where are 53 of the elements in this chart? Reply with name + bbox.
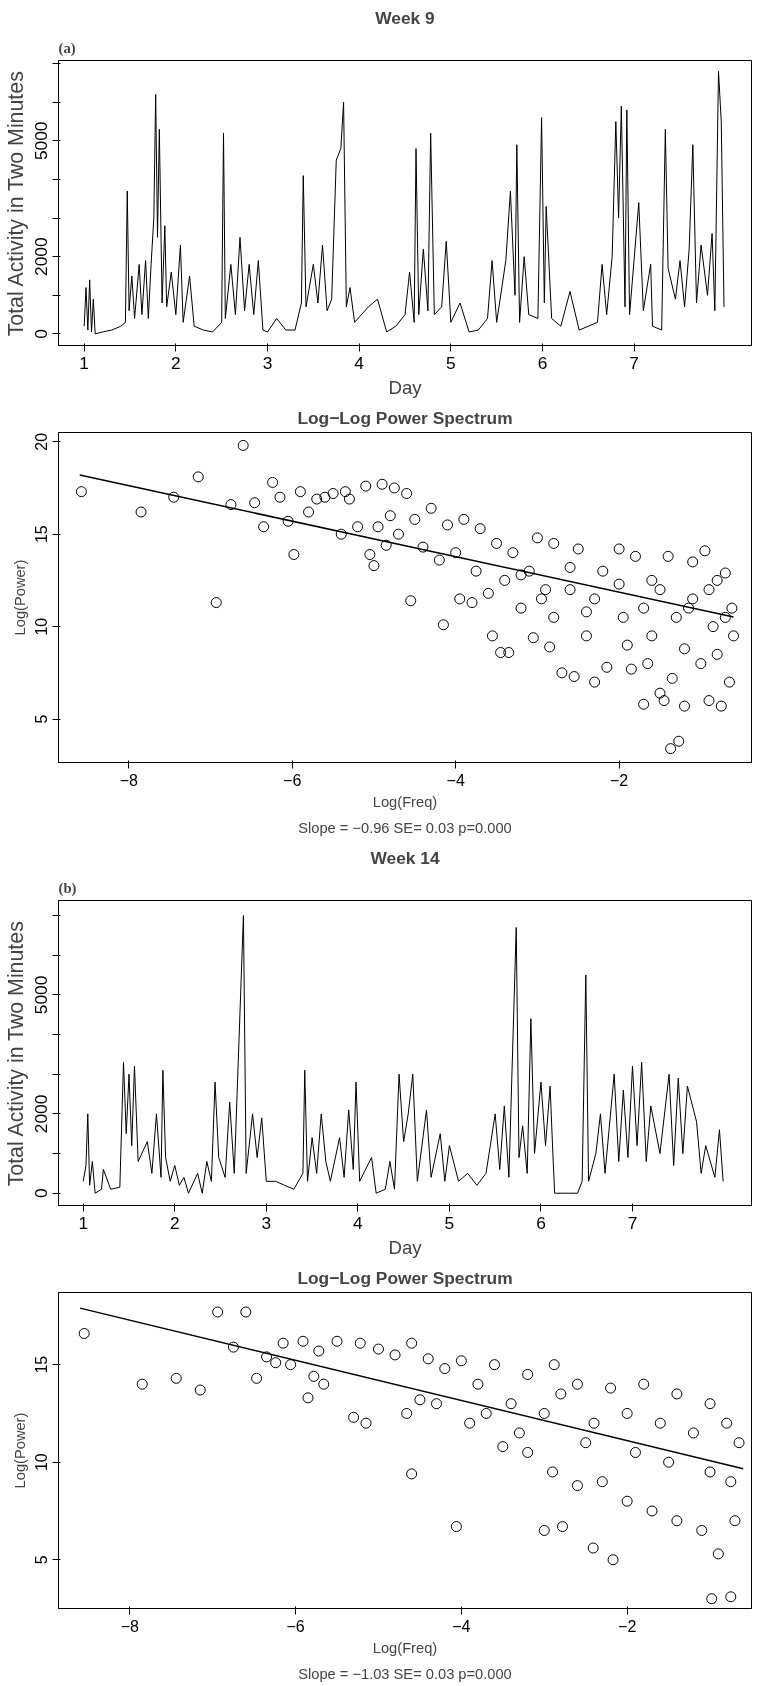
x-tick-label: −6	[283, 771, 302, 789]
line-series	[82, 915, 724, 1194]
y-axis-title: Log(Power)	[11, 559, 28, 636]
y-tick-label: 2000	[31, 1094, 52, 1134]
x-tick-label: 4	[354, 352, 365, 373]
y-axis-title: Total Activity in Two Minutes	[3, 921, 28, 1187]
y-axis-title: Log(Power)	[11, 1412, 28, 1489]
y-tick-label: 10	[33, 617, 51, 636]
y-tick-label: 5	[33, 714, 51, 724]
y-tick-label: 10	[33, 1453, 51, 1472]
y-tick-label: 15	[33, 525, 51, 544]
x-tick-label: −2	[609, 771, 629, 789]
y-tick-label: 5	[33, 1555, 51, 1565]
x-tick-label: −8	[119, 771, 138, 789]
x-axis-title: Log(Freq)	[372, 1639, 438, 1656]
text: (b)	[58, 879, 77, 897]
chart-title: Log−Log Power Spectrum	[297, 1267, 513, 1288]
y-axis-title: Total Activity in Two Minutes	[3, 71, 28, 337]
line-series	[83, 70, 725, 335]
y-tick-label: 0	[31, 329, 52, 339]
x-tick-label: 7	[629, 352, 639, 373]
x-tick-label: 3	[261, 1212, 272, 1233]
x-tick-label: −4	[446, 771, 465, 789]
x-tick-label: 3	[262, 352, 273, 373]
y-tick-label: 2000	[31, 237, 52, 276]
chart-title: Week 9	[375, 7, 435, 28]
x-tick-label: −4	[452, 1617, 471, 1635]
text: (a)	[58, 39, 76, 57]
y-tick-label: 5000	[31, 975, 52, 1015]
x-tick-label: 6	[536, 1212, 546, 1233]
y-tick-label: 0	[31, 1188, 52, 1199]
x-tick-label: 5	[444, 1212, 455, 1233]
x-axis-title: Log(Freq)	[372, 793, 438, 810]
x-tick-label: −8	[120, 1617, 140, 1635]
x-tick-label: 6	[537, 352, 548, 373]
y-tick-label: 15	[33, 1355, 51, 1374]
y-tick-label: 20	[33, 432, 51, 451]
x-tick-label: 5	[446, 352, 456, 373]
chart-title: Week 14	[370, 847, 440, 868]
x-tick-label: 1	[78, 1212, 89, 1233]
text: Slope = −0.96 SE= 0.03 p=0.000	[298, 819, 512, 836]
x-axis-title: Day	[388, 376, 423, 398]
x-axis-title: Day	[388, 1236, 423, 1258]
x-tick-label: 1	[79, 352, 89, 373]
text: Slope = −1.03 SE= 0.03 p=0.000	[298, 1665, 512, 1682]
x-tick-label: −6	[286, 1617, 305, 1635]
y-tick-label: 5000	[31, 121, 52, 161]
x-tick-label: 4	[353, 1212, 364, 1233]
x-tick-label: −2	[618, 1617, 637, 1635]
x-tick-label: 7	[627, 1212, 638, 1233]
x-tick-label: 2	[171, 352, 181, 373]
chart-title: Log−Log Power Spectrum	[297, 407, 513, 428]
x-tick-label: 2	[169, 1212, 180, 1233]
